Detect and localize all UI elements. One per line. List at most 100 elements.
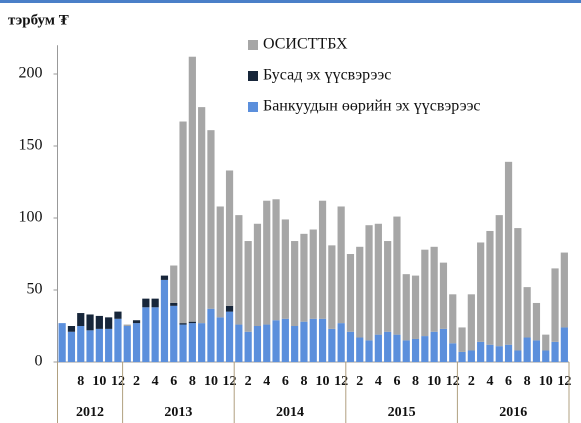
x-tick-label: 10 xyxy=(539,374,553,389)
bar-segment xyxy=(179,324,187,362)
bar-segment xyxy=(170,265,178,303)
x-tick-label: 6 xyxy=(282,374,289,389)
bar-segment xyxy=(67,326,76,332)
bar-segment xyxy=(151,307,159,362)
x-tick-label: 10 xyxy=(316,374,330,389)
bar-segment xyxy=(318,318,327,362)
bar-segment xyxy=(244,331,252,362)
bar-segment xyxy=(309,229,317,319)
bar-segment xyxy=(179,323,187,325)
bar-segment xyxy=(300,321,308,362)
x-tick-label: 10 xyxy=(204,374,218,389)
bar-segment xyxy=(77,313,85,326)
bar-segment xyxy=(384,241,392,332)
x-tick-label: 10 xyxy=(427,374,441,389)
x-tick-label: 12 xyxy=(446,374,460,389)
bar-segment xyxy=(532,340,541,362)
x-tick-label: 4 xyxy=(263,374,270,389)
bar-segment xyxy=(337,206,345,324)
bar-segment xyxy=(551,341,559,362)
bar-segment xyxy=(458,327,466,352)
bar-segment xyxy=(142,307,150,362)
bar-segment xyxy=(132,320,141,324)
bar-segment xyxy=(272,199,280,321)
bar-segment xyxy=(532,302,541,341)
x-tick-label: 2 xyxy=(468,374,475,389)
bar-segment xyxy=(449,343,457,362)
x-tick-label: 10 xyxy=(92,374,106,389)
year-label: 2013 xyxy=(164,405,192,420)
bar-segment xyxy=(365,340,373,362)
bar-segment xyxy=(430,331,438,362)
bar-segment xyxy=(309,318,317,362)
bar-segment xyxy=(504,161,513,345)
bar-segment xyxy=(235,215,243,325)
bar-segment xyxy=(504,344,513,362)
bar-segment xyxy=(318,200,327,319)
bar-segment xyxy=(328,245,336,329)
bar-segment xyxy=(132,323,141,362)
top-border xyxy=(0,0,581,3)
bar-segment xyxy=(560,327,568,362)
bar-segment xyxy=(402,340,410,362)
bar-segment xyxy=(95,315,103,329)
bar-segment xyxy=(356,246,364,338)
x-tick-label: 2 xyxy=(133,374,140,389)
bar-segment xyxy=(384,331,392,362)
bar-segment xyxy=(225,311,234,362)
bar-segment xyxy=(170,305,178,362)
bar-segment xyxy=(216,206,224,318)
x-tick-label: 4 xyxy=(152,374,159,389)
bar-segment xyxy=(105,328,113,362)
bar-segment xyxy=(365,225,373,341)
bar-segment xyxy=(495,215,503,347)
chart-title: тэрбум ₮ xyxy=(8,12,69,28)
bar-segment xyxy=(514,350,522,362)
bar-segment xyxy=(356,337,364,362)
x-tick-label: 8 xyxy=(300,374,307,389)
bar-segment xyxy=(495,346,503,362)
bar-segment xyxy=(523,337,531,362)
bar-segment xyxy=(411,275,420,339)
year-label: 2012 xyxy=(76,405,104,420)
legend-label: ОСИСТТБХ xyxy=(263,36,348,53)
x-tick-label: 6 xyxy=(505,374,512,389)
x-tick-label: 4 xyxy=(375,374,382,389)
bar-segment xyxy=(160,275,169,280)
bar-segment xyxy=(188,56,196,322)
bar-segment xyxy=(244,241,252,332)
bar-segment xyxy=(551,268,559,342)
y-tick-label: 50 xyxy=(27,281,43,298)
bar-segment xyxy=(477,242,485,342)
x-tick-label: 8 xyxy=(189,374,196,389)
bar-segment xyxy=(421,336,429,362)
bar-segment xyxy=(263,324,271,362)
bar-segment xyxy=(198,323,206,362)
bar-segment xyxy=(477,341,485,362)
bar-segment xyxy=(198,107,206,324)
bar-segment xyxy=(263,200,271,325)
x-tick-label: 8 xyxy=(524,374,531,389)
legend-label: Банкуудын өөрийн эх үүсвэрээс xyxy=(263,98,481,115)
bar-segment xyxy=(207,130,215,309)
bar-segment xyxy=(439,262,448,329)
bar-segment xyxy=(449,294,457,344)
bar-segment xyxy=(281,219,289,319)
x-tick-label: 4 xyxy=(486,374,493,389)
bar-segment xyxy=(179,121,187,324)
bar-segment xyxy=(114,311,122,319)
bar-segment xyxy=(514,228,522,351)
bar-segment xyxy=(160,279,169,362)
bar-segment xyxy=(458,351,466,362)
x-tick-label: 2 xyxy=(245,374,252,389)
bar-segment xyxy=(467,350,475,362)
bar-segment xyxy=(95,328,103,362)
y-tick-label: 200 xyxy=(19,65,43,82)
year-label: 2014 xyxy=(276,405,304,420)
bar-segment xyxy=(188,321,196,324)
bar-segment xyxy=(393,334,401,362)
year-label: 2015 xyxy=(388,405,416,420)
bar-segment xyxy=(411,338,420,362)
x-tick-label: 12 xyxy=(223,374,237,389)
